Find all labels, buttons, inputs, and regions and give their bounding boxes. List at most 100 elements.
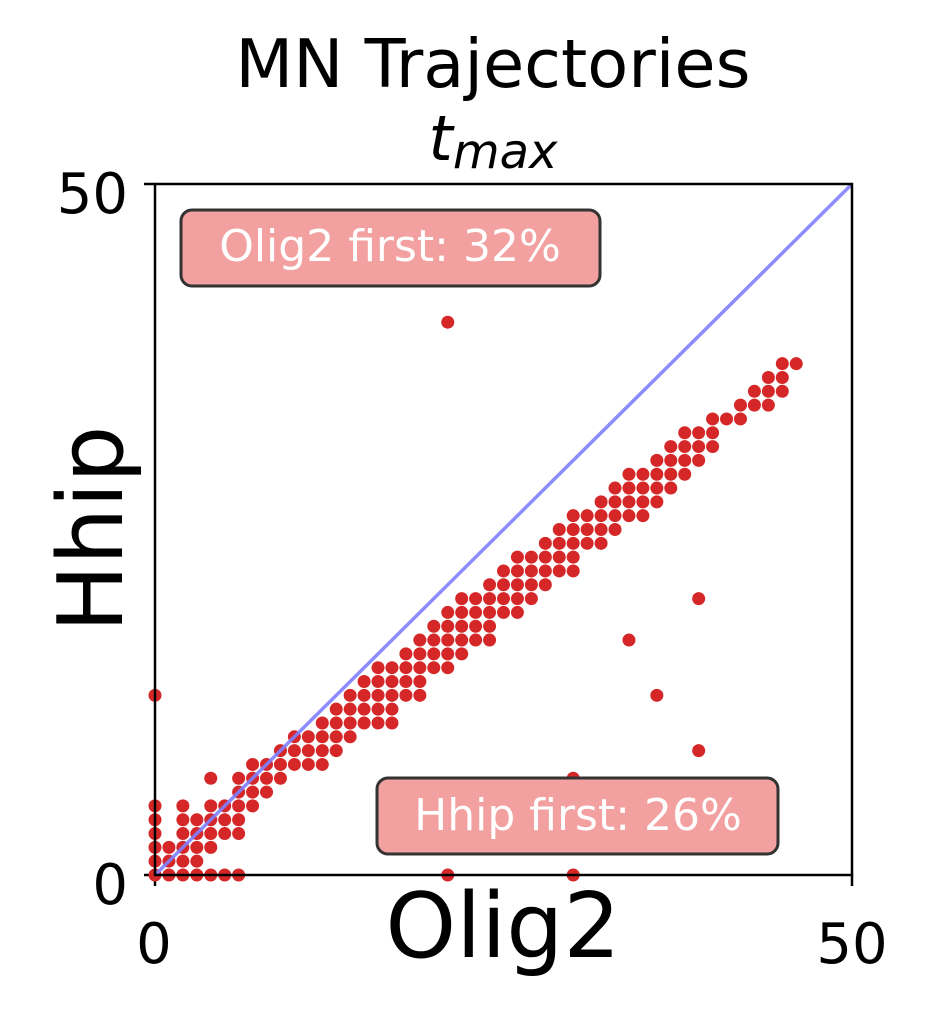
- data-point: [692, 426, 706, 440]
- data-point: [538, 564, 552, 578]
- data-point: [497, 578, 510, 592]
- data-point: [455, 647, 469, 661]
- data-point: [329, 702, 343, 716]
- data-point: [343, 716, 357, 730]
- data-point: [580, 536, 594, 550]
- data-point: [204, 771, 218, 785]
- data-point: [552, 536, 566, 550]
- data-point: [664, 467, 678, 481]
- y-tick-label-50: 50: [57, 162, 128, 227]
- data-point: [636, 495, 650, 509]
- data-point: [427, 661, 441, 675]
- data-point: [510, 592, 524, 606]
- data-point: [441, 315, 455, 329]
- data-point: [622, 633, 636, 647]
- data-point: [622, 495, 636, 509]
- data-point: [260, 771, 274, 785]
- data-point: [594, 509, 608, 523]
- data-point: [789, 357, 803, 371]
- data-point: [483, 578, 497, 592]
- data-point: [399, 661, 413, 675]
- data-point: [510, 578, 524, 592]
- data-point: [357, 688, 371, 702]
- data-point: [455, 633, 469, 647]
- data-point: [176, 854, 190, 868]
- data-point: [497, 605, 510, 619]
- data-point: [524, 564, 538, 578]
- chart-subtitle: tmax: [429, 102, 558, 180]
- data-point: [315, 744, 329, 758]
- data-point: [608, 509, 622, 523]
- diagonal-line: [153, 182, 854, 877]
- data-point: [678, 426, 692, 440]
- data-point: [273, 757, 287, 771]
- data-point: [608, 495, 622, 509]
- data-point: [232, 771, 246, 785]
- data-point: [162, 840, 176, 854]
- data-point: [552, 550, 566, 564]
- data-point: [427, 619, 441, 633]
- data-point: [594, 536, 608, 550]
- olig2-first-text: Olig2 first: 32%: [219, 221, 561, 272]
- data-point: [524, 550, 538, 564]
- data-point: [357, 675, 371, 689]
- data-point: [399, 688, 413, 702]
- data-point: [218, 813, 232, 827]
- data-point: [413, 633, 427, 647]
- data-point: [483, 605, 497, 619]
- data-point: [455, 592, 469, 606]
- data-point: [357, 716, 371, 730]
- data-point: [246, 785, 260, 799]
- data-point: [580, 523, 594, 536]
- data-point: [692, 592, 706, 606]
- data-point: [441, 633, 455, 647]
- data-point: [246, 799, 260, 813]
- hhip-first-annotation: Hhip first: 26%: [375, 776, 780, 856]
- data-point: [371, 688, 385, 702]
- data-point: [636, 481, 650, 495]
- data-point: [343, 688, 357, 702]
- data-point: [775, 357, 789, 371]
- chart-subtitle-base: t: [429, 102, 456, 175]
- data-point: [315, 757, 329, 771]
- data-point: [427, 633, 441, 647]
- y-axis-label: Hhip: [39, 426, 144, 633]
- data-point: [232, 813, 246, 827]
- data-point: [608, 523, 622, 536]
- x-axis-label: Olig2: [385, 874, 620, 979]
- data-point: [343, 702, 357, 716]
- data-point: [469, 633, 483, 647]
- data-point: [385, 661, 399, 675]
- data-point: [371, 675, 385, 689]
- data-point: [552, 564, 566, 578]
- plot-frame: [153, 182, 854, 877]
- data-point: [747, 384, 761, 398]
- data-point: [747, 398, 761, 412]
- data-point: [720, 412, 734, 426]
- data-point: [664, 440, 678, 454]
- data-point: [706, 426, 720, 440]
- data-point: [636, 509, 650, 523]
- data-point: [190, 854, 204, 868]
- data-point: [524, 592, 538, 606]
- data-point: [510, 550, 524, 564]
- data-point: [510, 564, 524, 578]
- data-point: [329, 730, 343, 744]
- data-point: [650, 688, 664, 702]
- data-point: [441, 605, 455, 619]
- data-point: [232, 799, 246, 813]
- data-point: [371, 702, 385, 716]
- data-point: [538, 536, 552, 550]
- data-point: [650, 467, 664, 481]
- data-point: [622, 481, 636, 495]
- data-point: [566, 523, 580, 536]
- data-point: [357, 702, 371, 716]
- data-point: [538, 550, 552, 564]
- data-point: [469, 592, 483, 606]
- olig2-first-annotation: Olig2 first: 32%: [179, 208, 602, 288]
- data-point: [413, 688, 427, 702]
- data-point: [497, 592, 510, 606]
- data-point: [371, 661, 385, 675]
- data-point: [608, 481, 622, 495]
- data-point: [650, 453, 664, 467]
